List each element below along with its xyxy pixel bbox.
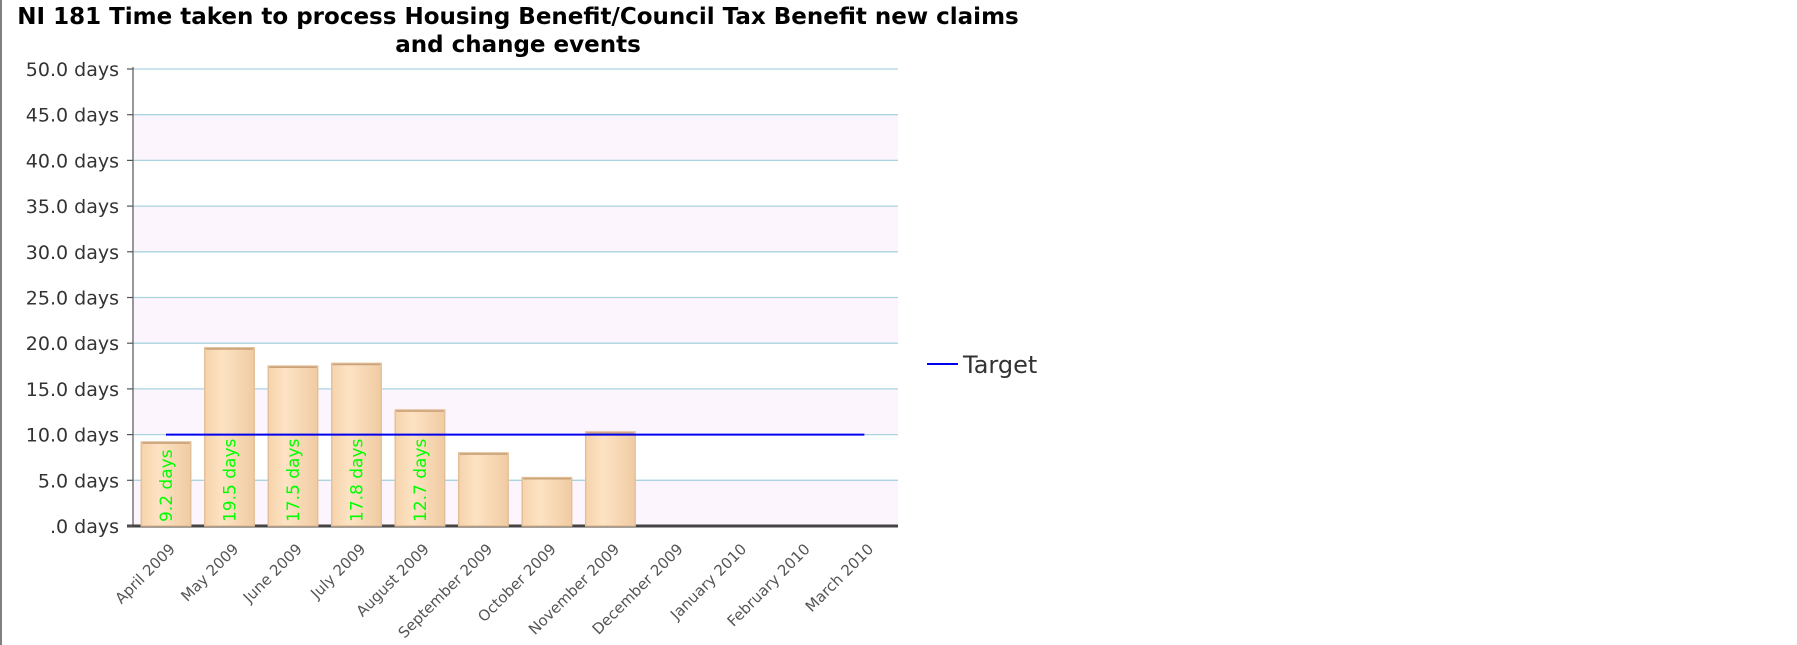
y-tick-label: 45.0 days xyxy=(26,105,119,127)
plot-band xyxy=(133,297,898,344)
plot-band xyxy=(133,434,898,481)
x-tick-label: July 2009 xyxy=(306,540,369,603)
bar xyxy=(331,362,382,527)
bar xyxy=(204,347,255,527)
plot-background xyxy=(133,69,898,526)
bar xyxy=(457,452,509,527)
y-tick-label: 40.0 days xyxy=(26,150,119,172)
bar xyxy=(140,441,192,527)
bar xyxy=(584,431,636,527)
data-label: 9.2 days xyxy=(157,449,177,522)
y-tick-label: 10.0 days xyxy=(26,425,119,447)
bar-series xyxy=(140,347,636,527)
y-tick-label: 50.0 days xyxy=(26,59,119,81)
plot-band xyxy=(133,343,898,389)
bar xyxy=(521,476,573,527)
y-tick-label: 35.0 days xyxy=(26,196,119,218)
y-tick-label: 30.0 days xyxy=(26,242,119,264)
legend: Target xyxy=(927,351,1037,379)
axes xyxy=(127,67,898,528)
y-tick-label: 20.0 days xyxy=(26,333,119,355)
chart-title: NI 181 Time taken to process Housing Ben… xyxy=(17,4,1019,58)
bar xyxy=(267,365,319,527)
plot-band xyxy=(133,251,898,298)
x-tick-label: March 2010 xyxy=(802,540,877,615)
y-tick-label: .0 days xyxy=(50,516,119,538)
data-label: 17.5 days xyxy=(284,438,304,522)
legend-target-label: Target xyxy=(962,351,1037,379)
plot-band xyxy=(133,69,898,115)
bar xyxy=(394,409,446,527)
plot-band xyxy=(133,480,898,526)
y-tick-label: 15.0 days xyxy=(26,379,119,401)
plot-band xyxy=(133,160,898,207)
plot-band xyxy=(133,206,898,252)
data-label: 12.7 days xyxy=(411,438,431,522)
plot-band xyxy=(133,388,898,435)
data-label: 19.5 days xyxy=(220,438,240,522)
y-tick-label: 25.0 days xyxy=(26,288,119,310)
data-labels: 9.2 days 19.5 days 17.5 days 17.8 days 12.7 … xyxy=(157,438,431,522)
x-tick-label: April 2009 xyxy=(112,540,179,607)
y-axis-ticks: .0 days 5.0 days 10.0 days 15.0 days 20.0 da… xyxy=(26,59,133,538)
data-label: 17.8 days xyxy=(347,438,367,522)
y-tick-label: 5.0 days xyxy=(38,470,119,492)
x-tick-label: June 2009 xyxy=(239,540,306,607)
plot-band xyxy=(133,114,898,161)
x-tick-label: May 2009 xyxy=(177,540,242,605)
